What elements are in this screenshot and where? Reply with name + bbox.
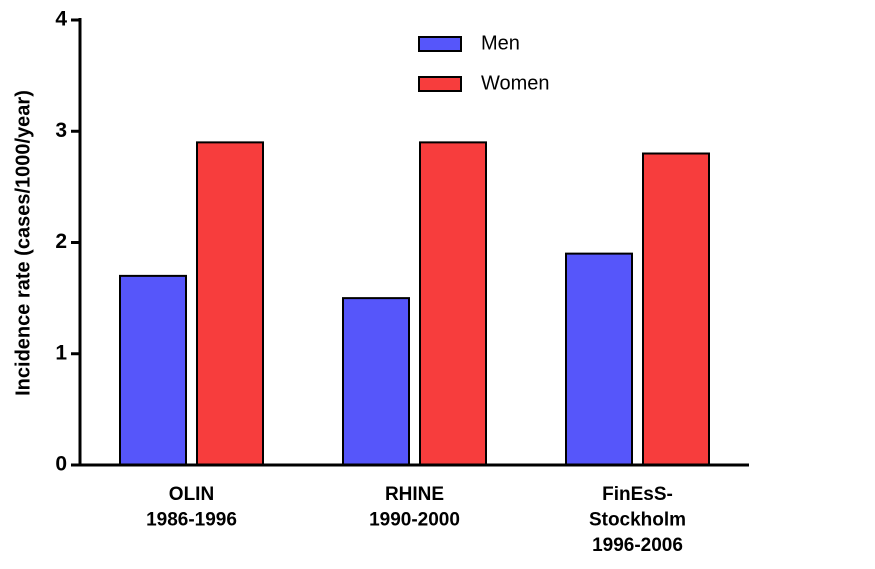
x-tick-label: OLIN 1986-1996 [146, 484, 237, 531]
x-tick-label: RHINE 1990-2000 [369, 484, 460, 531]
legend-swatch [418, 36, 462, 52]
bar [342, 297, 410, 466]
y-tick-label: 2 [55, 230, 67, 253]
bar [419, 141, 487, 466]
y-tick-label: 0 [55, 453, 67, 476]
y-axis-label: Incidence rate (cases/1000/year) [12, 90, 34, 396]
y-tick-label: 4 [55, 8, 67, 31]
bar [119, 274, 187, 466]
bar [196, 141, 264, 466]
y-tick-label: 1 [55, 341, 67, 364]
x-tick-label: FinEsS-Stockholm 1996-2006 [589, 484, 686, 556]
legend-label: Women [481, 72, 550, 94]
legend-label: Men [481, 32, 520, 54]
y-tick-label: 3 [55, 119, 67, 142]
bar [565, 252, 633, 466]
bar [642, 152, 710, 466]
legend-swatch [418, 76, 462, 92]
